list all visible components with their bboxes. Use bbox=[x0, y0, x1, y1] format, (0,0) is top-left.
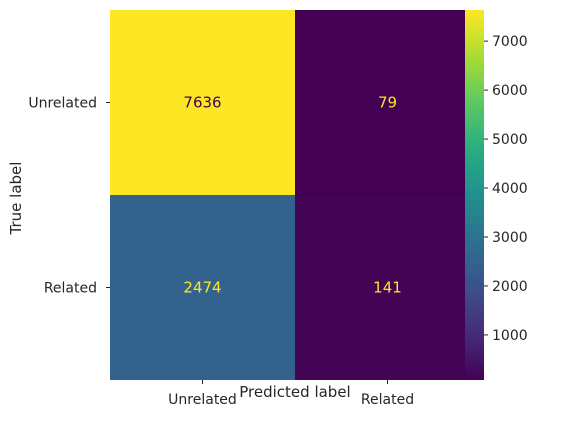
heatmap-cell bbox=[110, 10, 295, 195]
colorbar-tick-label: 5000 bbox=[492, 132, 528, 148]
colorbar-tick-label: 2000 bbox=[492, 279, 528, 295]
y-tick-label: Unrelated bbox=[28, 96, 97, 112]
cell-value-label: 7636 bbox=[183, 94, 221, 112]
cell-value-label: 79 bbox=[378, 94, 397, 112]
colorbar bbox=[465, 10, 484, 380]
colorbar-tick-label: 3000 bbox=[492, 230, 528, 246]
cell-value-labels: 7636 79 2474 141 bbox=[183, 94, 401, 297]
cell-value-label: 2474 bbox=[183, 279, 221, 297]
heatmap-cell bbox=[110, 195, 295, 380]
x-axis-label: Predicted label bbox=[239, 383, 350, 401]
y-axis-ticks: Unrelated Related bbox=[28, 96, 110, 297]
y-tick-label: Related bbox=[44, 281, 97, 297]
x-tick-label: Related bbox=[361, 392, 414, 408]
heatmap-cells bbox=[110, 10, 480, 380]
heatmap-cell bbox=[295, 10, 480, 195]
heatmap-cell bbox=[295, 195, 480, 380]
colorbar-ticks: 1000 2000 3000 4000 5000 6000 7000 bbox=[484, 34, 528, 344]
y-axis-label: True label bbox=[7, 162, 25, 236]
x-axis-ticks: Unrelated Related bbox=[168, 380, 414, 408]
x-tick-label: Unrelated bbox=[168, 392, 237, 408]
colorbar-tick-label: 7000 bbox=[492, 34, 528, 50]
colorbar-tick-label: 1000 bbox=[492, 328, 528, 344]
cell-value-label: 141 bbox=[373, 279, 402, 297]
colorbar-tick-label: 6000 bbox=[492, 83, 528, 99]
colorbar-tick-label: 4000 bbox=[492, 181, 528, 197]
